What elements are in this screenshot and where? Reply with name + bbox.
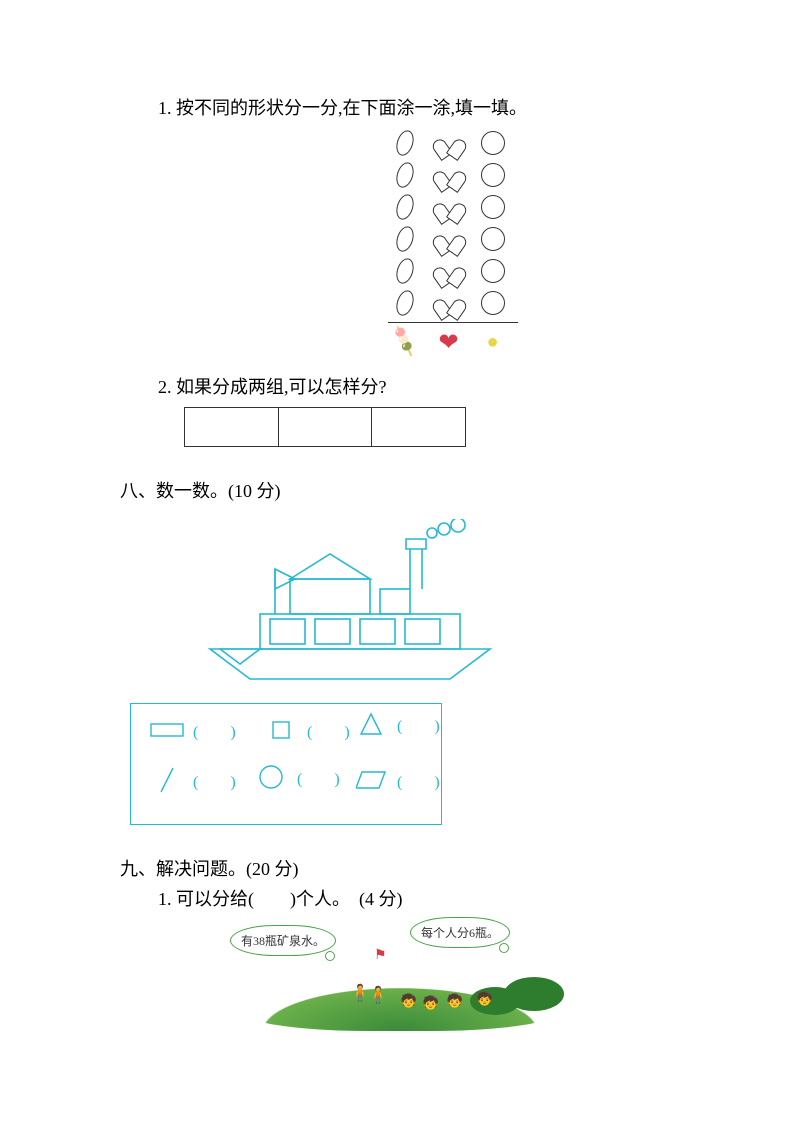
sec9-q1-pre: 可以分给( [176, 889, 254, 909]
oval-outline-icon [393, 224, 416, 254]
heart-outline-icon [438, 197, 460, 217]
sec9-q1-number: 1. [158, 889, 172, 909]
oval-outline-icon [393, 128, 416, 158]
circle-outline-icon [481, 131, 505, 155]
circle-outline-icon [481, 195, 505, 219]
heart-outline-icon [438, 229, 460, 249]
oval-outline-icon [393, 256, 416, 286]
person-icon: 🧍 [368, 985, 386, 1005]
oval-outline-icon [393, 160, 416, 190]
circle-fill-icon: ● [486, 331, 498, 354]
box-cell [372, 408, 465, 446]
person-icon: 🧍 [350, 983, 368, 1003]
blank-paren: ( ) [193, 768, 236, 792]
box-cell [279, 408, 373, 446]
blank-paren: ( ) [307, 718, 350, 742]
circle-outline-icon [481, 163, 505, 187]
q2-three-cell-box [184, 407, 466, 447]
circle-outline-icon [481, 227, 505, 251]
oval-outline-icon [393, 192, 416, 222]
blank-paren: ( ) [297, 765, 340, 789]
square-icon [261, 721, 301, 739]
sec9-heading: 九、解决问题。(20 分) [120, 855, 693, 881]
q2-line: 2. 如果分成两组,可以怎样分? [120, 373, 693, 399]
circle-outline-icon [481, 291, 505, 315]
divider-line [388, 322, 518, 323]
ship-figure [200, 519, 693, 689]
blank-paren: ( ) [397, 768, 440, 792]
q2-number: 2. [158, 377, 172, 397]
q1-shapes-grid: 🍡 ❤ ● [272, 130, 542, 355]
sec8-heading: 八、数一数。(10 分) [120, 477, 693, 503]
worksheet-page: 1. 按不同的形状分一分,在下面涂一涂,填一填。 🍡 ❤ ● 2. 如果分成两组… [0, 0, 793, 1071]
ship-icon [200, 519, 500, 689]
sec9-q1-post: )个人。 (4 分) [290, 889, 402, 909]
skewer-icon: 🍡 [387, 325, 422, 359]
speech-bubble-left: 有38瓶矿泉水。 [230, 925, 336, 956]
circle-outline-icon [481, 259, 505, 283]
heart-outline-icon [438, 261, 460, 281]
sec9-q1-line: 1. 可以分给( )个人。 (4 分) [120, 885, 693, 911]
sec9-illustration: 有38瓶矿泉水。 每个人分6瓶。 ⚑ 🧍 🧍 🧒 🧒 🧒 🧒 [240, 921, 560, 1031]
oval-outline-icon [393, 288, 416, 318]
circle-icon [251, 764, 291, 790]
child-icon: 🧒 [400, 993, 418, 1009]
blank [254, 889, 290, 909]
heart-outline-icon [438, 133, 460, 153]
q1-text: 按不同的形状分一分,在下面涂一涂,填一填。 [176, 98, 527, 118]
heart-outline-icon [438, 165, 460, 185]
box-cell [185, 408, 279, 446]
q1-number: 1. [158, 98, 172, 118]
q2-text: 如果分成两组,可以怎样分? [176, 377, 387, 397]
parallelogram-icon [351, 771, 391, 789]
child-icon: 🧒 [446, 993, 464, 1009]
heart-fill-icon: ❤ [438, 328, 458, 357]
speech-bubble-right: 每个人分6瓶。 [410, 917, 510, 948]
flag-icon: ⚑ [374, 947, 387, 964]
heart-outline-icon [438, 293, 460, 313]
rect-icon [147, 723, 187, 737]
blank-paren: ( ) [397, 712, 440, 736]
triangle-icon [351, 712, 391, 736]
sec8-answer-box: ( ) ( ) ( ) ( ) ( ) ( ) [130, 703, 442, 825]
q1-line: 1. 按不同的形状分一分,在下面涂一涂,填一填。 [120, 94, 693, 120]
blank-paren: ( ) [193, 718, 236, 742]
child-icon: 🧒 [476, 991, 494, 1007]
line-icon [147, 766, 187, 794]
child-icon: 🧒 [422, 995, 440, 1011]
